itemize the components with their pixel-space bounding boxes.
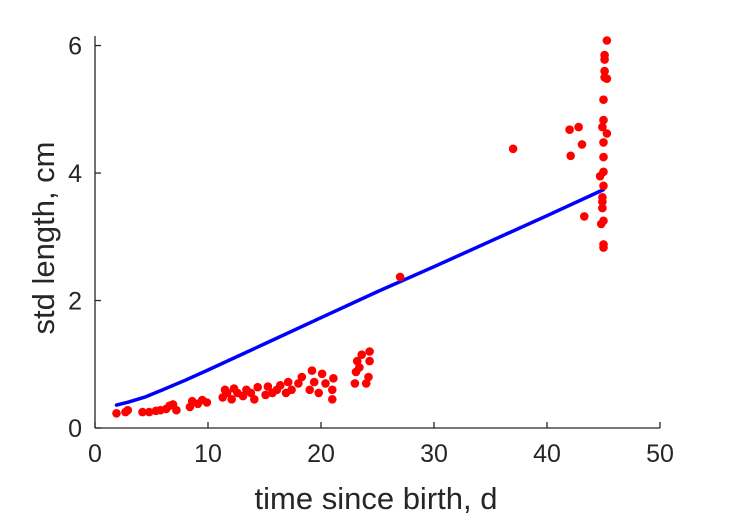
data-point <box>305 385 315 395</box>
data-point <box>598 203 607 213</box>
x-tick-label: 10 <box>194 440 222 468</box>
x-tick-label: 20 <box>307 440 335 468</box>
data-point <box>599 216 608 226</box>
data-point <box>600 50 609 60</box>
data-point <box>350 379 360 388</box>
data-point <box>602 129 612 138</box>
data-point <box>328 385 337 395</box>
data-point <box>314 388 324 398</box>
data-point <box>227 395 236 404</box>
data-point <box>598 122 607 132</box>
data-point <box>364 372 373 382</box>
data-point <box>598 193 607 202</box>
data-point <box>599 167 608 177</box>
data-point <box>574 122 583 132</box>
data-point <box>263 382 273 391</box>
data-point <box>355 363 364 372</box>
data-point <box>287 385 296 395</box>
data-point <box>246 388 256 398</box>
data-point <box>112 409 121 418</box>
data-point <box>577 140 587 149</box>
data-point <box>329 374 338 383</box>
data-point <box>294 379 303 388</box>
data-point <box>261 390 270 400</box>
data-point <box>365 356 374 366</box>
data-point <box>321 379 330 388</box>
data-point <box>395 272 405 282</box>
data-point <box>253 382 262 392</box>
data-point <box>138 407 147 417</box>
data-point <box>357 350 367 360</box>
data-points <box>112 36 612 418</box>
data-point <box>602 74 612 83</box>
data-point <box>365 347 374 356</box>
data-point <box>172 405 181 415</box>
data-point <box>297 372 307 382</box>
y-tick-label: 0 <box>68 415 82 443</box>
data-point <box>599 240 608 249</box>
data-point <box>602 36 612 45</box>
x-tick-label: 30 <box>420 440 448 468</box>
data-point <box>309 377 319 387</box>
data-point <box>599 95 608 104</box>
y-tick-label: 6 <box>68 33 82 61</box>
fit-line <box>114 187 606 407</box>
axes: 0 10 20 30 40 50 0 2 4 6 <box>68 33 674 468</box>
data-point <box>222 388 232 398</box>
x-tick-label: 40 <box>533 440 561 468</box>
data-point <box>283 377 293 387</box>
data-point <box>599 138 608 147</box>
data-point <box>238 391 248 401</box>
data-point <box>599 115 608 125</box>
data-point <box>565 125 574 134</box>
data-point <box>144 407 154 417</box>
y-tick-label: 2 <box>68 288 82 316</box>
x-tick-label: 0 <box>88 440 102 468</box>
y-axis-title: std length, cm <box>26 142 61 335</box>
x-tick-label: 50 <box>646 440 674 468</box>
data-point <box>580 212 589 221</box>
x-axis-title: time since birth, d <box>255 481 498 516</box>
data-point <box>276 381 285 390</box>
data-point <box>328 395 337 404</box>
data-point <box>307 366 317 375</box>
data-point <box>600 66 609 76</box>
fit-line-layer <box>114 187 606 407</box>
data-point <box>317 369 327 379</box>
data-point <box>202 398 212 407</box>
data-point <box>566 151 575 161</box>
data-point <box>123 405 133 415</box>
data-point <box>508 144 518 154</box>
y-tick-label: 4 <box>68 160 82 188</box>
data-point <box>599 181 608 191</box>
data-point <box>599 152 608 162</box>
data-point <box>250 395 259 404</box>
